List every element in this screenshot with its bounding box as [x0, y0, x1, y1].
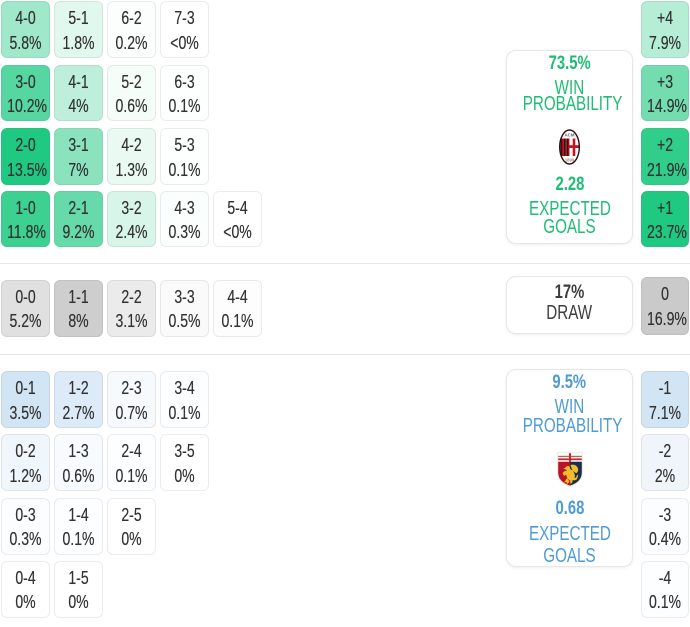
svg-text:ACM: ACM — [565, 133, 575, 138]
svg-text:1899: 1899 — [565, 158, 575, 163]
